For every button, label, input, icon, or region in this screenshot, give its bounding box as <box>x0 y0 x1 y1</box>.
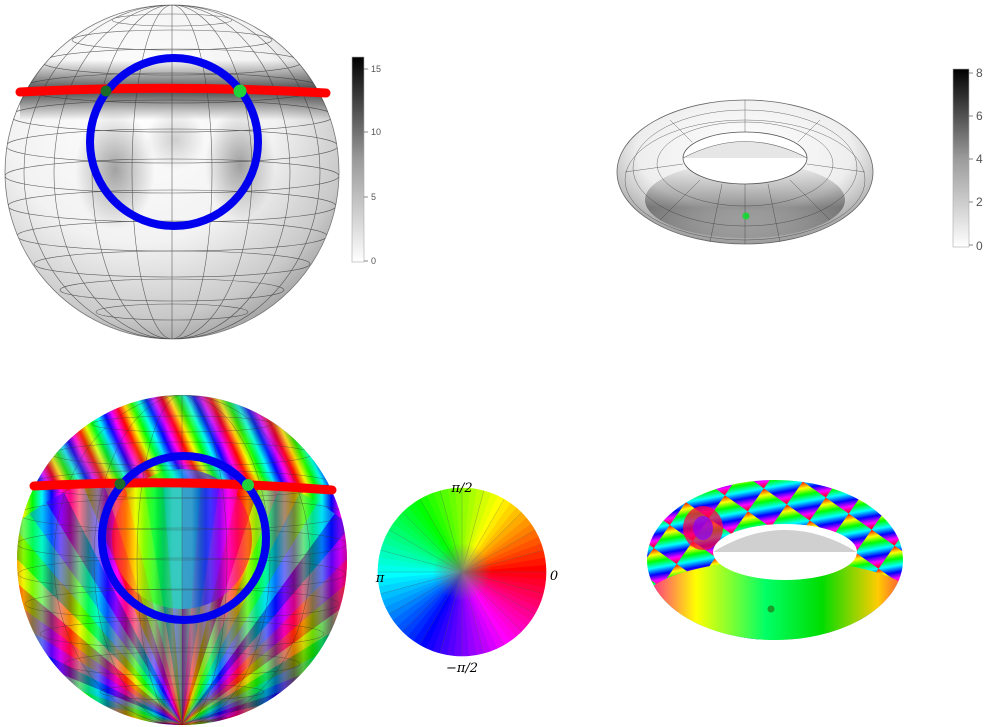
colorbar-tick: 15 <box>371 64 381 74</box>
great-circle-red <box>29 478 337 495</box>
intersection-point <box>233 84 247 98</box>
phase-label-right: 0 <box>550 569 558 584</box>
great-circle-red <box>15 83 331 98</box>
phase-label-left: π <box>375 571 385 586</box>
marked-point <box>742 212 750 220</box>
small-circle-blue <box>86 54 262 230</box>
colorbar-tick: 4 <box>976 152 983 166</box>
torus-phase-plot <box>647 480 903 640</box>
colorbar-tick: 6 <box>976 109 983 123</box>
torus-magnitude-plot <box>616 99 874 245</box>
marked-point <box>767 605 775 613</box>
colorbar-tick: 8 <box>976 66 983 80</box>
sphere-colorbar: 0 5 10 15 <box>351 56 381 266</box>
phase-color-wheel: π/2 π 0 −π/2 <box>375 481 558 676</box>
torus-colorbar: 0 2 4 6 8 <box>952 66 983 253</box>
intersection-point <box>242 479 254 491</box>
colorbar-tick: 0 <box>976 239 983 253</box>
colorbar-tick: 2 <box>976 195 983 209</box>
colorbar-tick: 5 <box>371 192 376 202</box>
phase-label-top: π/2 <box>450 481 472 496</box>
colorbar-tick: 0 <box>371 256 376 266</box>
small-circle-blue <box>98 452 270 624</box>
intersection-point <box>114 478 126 490</box>
intersection-point <box>100 85 112 97</box>
phase-label-bottom: −π/2 <box>446 661 478 676</box>
colorbar-tick: 10 <box>371 127 381 137</box>
sphere-phase-plot <box>17 395 347 725</box>
wheel-center-fade <box>378 488 546 656</box>
sphere-magnitude-plot <box>4 4 340 340</box>
